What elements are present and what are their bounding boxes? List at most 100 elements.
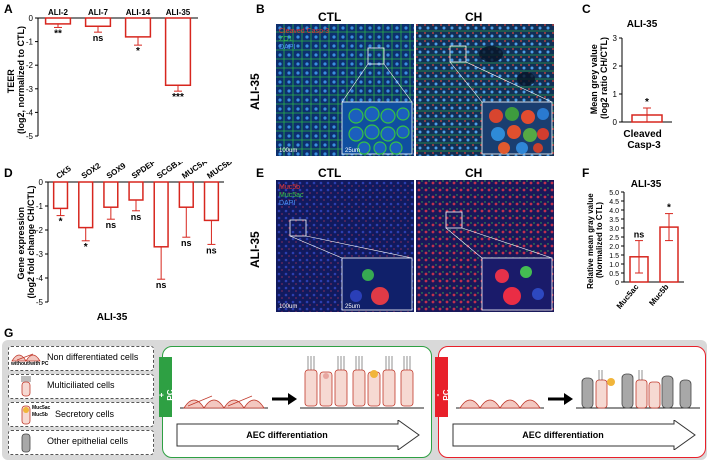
panel-d-significance: * xyxy=(59,217,63,228)
legend-row4-label: Other epithelial cells xyxy=(47,436,129,446)
panel-b-legend-casp3: Cleaved Casp-3 xyxy=(279,28,329,35)
legend-row-other: Other epithelial cells xyxy=(8,430,154,455)
panel-c-ytick-label: 3 xyxy=(613,34,618,43)
panel-d-significance: ns xyxy=(156,280,167,290)
panel-c-ytick-label: 0 xyxy=(613,118,618,127)
panel-d-category-label: CK5 xyxy=(55,164,74,181)
secretory-cell-icon xyxy=(21,405,31,425)
panel-f-ytick-label: 5.0 xyxy=(609,190,619,197)
panel-a-category-label: ALI-2 xyxy=(48,8,69,17)
panel-f-significance: ns xyxy=(634,230,645,240)
panel-e-legend-muc5ac: Muc5ac xyxy=(279,192,304,199)
panel-f-ylabel: Relative mean gray value (Normalized to … xyxy=(586,191,604,289)
panel-c-significance: * xyxy=(645,97,649,108)
minus-pc-epithelium-right xyxy=(576,370,700,409)
panel-d-bar xyxy=(128,181,144,201)
panel-b-scale-inset: 25um xyxy=(345,148,360,154)
panel-e-scale-inset: 25um xyxy=(345,304,360,310)
panel-a-bar xyxy=(124,17,152,38)
panel-f-ytick-label: 4.0 xyxy=(609,208,619,215)
panel-d-bar xyxy=(178,181,194,208)
panel-d-ytick-label: -5 xyxy=(36,298,44,307)
panel-c-title: ALI-35 xyxy=(627,19,658,30)
panel-a-category-label: ALI-35 xyxy=(166,8,191,17)
panel-letter-f: F xyxy=(582,166,590,180)
panel-c-ytick-label: 1 xyxy=(613,90,618,99)
plus-pc-epithelium-left xyxy=(180,395,268,409)
panel-a-bar xyxy=(164,17,192,87)
panel-a-ytick-label: -5 xyxy=(26,132,34,141)
panel-d-bar xyxy=(153,181,169,248)
panel-f-ytick-label: 0.5 xyxy=(609,271,619,278)
panel-c-chart: ALI-35 Mean grey value (log2 ratio CH/CT… xyxy=(589,19,672,151)
panel-d-bar xyxy=(52,181,69,210)
panel-d-bar xyxy=(203,181,220,222)
panel-a-bar xyxy=(84,17,112,28)
panel-d-bar xyxy=(78,181,94,229)
plus-pc-label: + PC xyxy=(157,389,175,401)
panel-d-significance: ns xyxy=(181,238,192,248)
panel-d-significance: ns xyxy=(106,220,117,230)
panel-d-ytick-label: -1 xyxy=(36,202,44,211)
panel-c-ylabel: Mean grey value (log2 ratio CH/CTL) xyxy=(589,37,609,119)
legend-row1-sub: without/with PC xyxy=(11,361,49,367)
panel-a-significance: *** xyxy=(172,92,184,103)
minus-pc-epithelium-left xyxy=(456,399,544,409)
panel-d-ylabel: Gene expression (log2 fold change CH/CTL… xyxy=(16,186,36,299)
panel-g-legend: without/with PC Non differentiated cells… xyxy=(8,346,154,456)
panel-b-image-ch xyxy=(416,24,554,156)
panel-a-significance: ** xyxy=(54,28,62,39)
panel-e-col-ch: CH xyxy=(465,166,483,180)
panel-e-scale-main: 100um xyxy=(279,304,297,310)
legend-row2-label: Multiciliated cells xyxy=(47,380,115,390)
panel-e-legend-dapi: DAPI xyxy=(279,200,295,207)
panel-letter-a: A xyxy=(4,2,13,16)
legend-row-secretory: Muc5ac Muc5b Secretory cells xyxy=(8,402,154,427)
panel-a-category-label: ALI-14 xyxy=(126,8,151,17)
panel-d-bar xyxy=(103,181,119,208)
minus-pc-arrow-label: AEC differentiation xyxy=(522,430,604,440)
panel-b-col-ctl: CTL xyxy=(318,10,342,24)
legend-row-non-differentiated: without/with PC Non differentiated cells xyxy=(8,346,154,371)
panel-b-legend-zo1: ZO1 xyxy=(279,36,293,43)
panel-d-ytick-label: -3 xyxy=(36,250,44,259)
panel-d-ytick-label: -4 xyxy=(36,274,44,283)
panel-e-image-ctl: Muc5b Muc5ac DAPI 100um 25um xyxy=(276,180,414,312)
panel-f-significance: * xyxy=(667,203,671,214)
panel-a-ytick-label: -2 xyxy=(26,61,34,70)
panel-f-chart: ALI-35 Relative mean gray value (Normali… xyxy=(586,179,684,311)
panel-e-col-ctl: CTL xyxy=(318,166,342,180)
panel-f-title: ALI-35 xyxy=(631,179,662,190)
panel-b-image-ctl: Cleaved Casp-3 ZO1 DAPI 100um 25um xyxy=(276,24,414,156)
panel-f-ytick-label: 2.0 xyxy=(609,244,619,251)
panel-e-image-ch xyxy=(416,180,554,312)
panel-d-category-label: SOX2 xyxy=(80,162,103,181)
panel-letter-b: B xyxy=(256,2,265,16)
minus-pc-tab xyxy=(435,357,448,417)
panel-c-ytick-label: 2 xyxy=(613,62,618,71)
plus-pc-epithelium-right xyxy=(300,356,424,409)
minus-pc-differentiation-arrow xyxy=(452,420,696,450)
panel-b-scale-main: 100um xyxy=(279,148,297,154)
panel-a-significance: ns xyxy=(93,33,104,43)
panel-f-ytick-label: 1.0 xyxy=(609,262,619,269)
panel-f-ytick-label: 0 xyxy=(615,280,619,287)
panel-c-xlabel: Cleaved Casp-3 xyxy=(623,129,664,151)
legend-row1-label: Non differentiated cells xyxy=(47,352,139,362)
panel-d-xlabel: ALI-35 xyxy=(97,312,128,323)
minus-pc-arrow-icon xyxy=(548,393,573,405)
panel-f-category-label: Muc5b xyxy=(647,282,670,307)
legend-row-multiciliated: Multiciliated cells xyxy=(8,374,154,399)
panel-d-significance: * xyxy=(84,242,88,253)
multiciliated-cell-icon xyxy=(21,376,31,397)
legend-row3-label: Secretory cells xyxy=(55,409,115,419)
plus-pc-arrow-icon xyxy=(272,393,297,405)
non-differentiated-cell-icon xyxy=(11,353,41,362)
panel-letter-g: G xyxy=(4,326,14,340)
panel-a-chart: TEER (log2, normalized to CTL) 0 -1 -2 -3 -4… xyxy=(6,8,198,141)
panel-e-legend-muc5b: Muc5b xyxy=(279,184,300,191)
other-epithelial-cell-icon xyxy=(21,433,31,453)
panel-d-category-label: SOX9 xyxy=(105,162,128,181)
legend-row3-muc5ac: Muc5ac xyxy=(32,405,51,411)
panel-b-row-label: ALI-35 xyxy=(248,73,262,110)
